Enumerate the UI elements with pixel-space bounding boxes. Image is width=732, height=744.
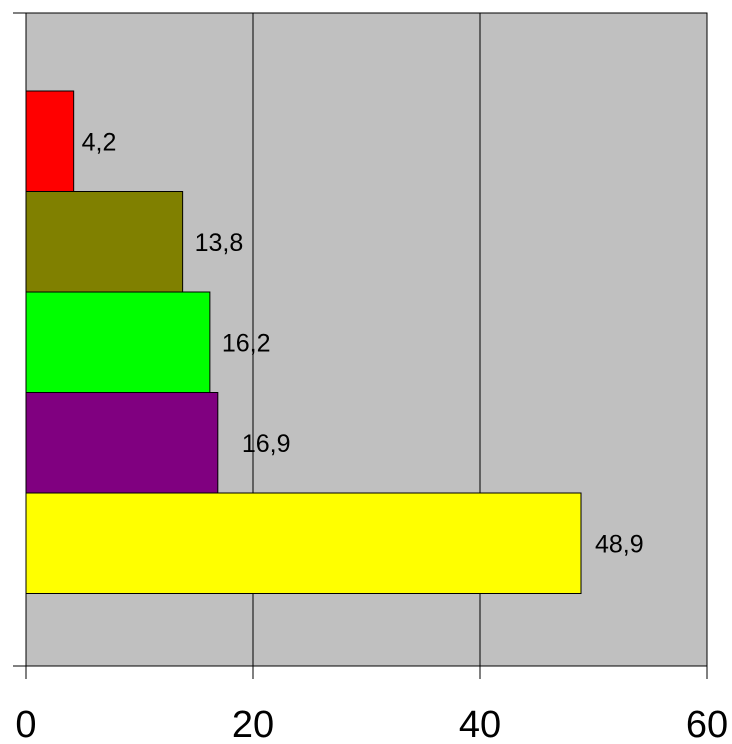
data-label-0: 48,9: [595, 530, 644, 558]
x-axis: 0 20 40 60: [13, 12, 728, 744]
bar-2: [25, 291, 211, 393]
bar-0: [25, 492, 582, 594]
bars: [25, 90, 582, 594]
x-tick-label-60: 60: [686, 704, 728, 744]
x-tick-label-40: 40: [459, 704, 501, 744]
x-tick-label-0: 0: [15, 704, 36, 744]
bar-1: [25, 392, 219, 494]
data-label-2: 16,2: [222, 329, 271, 357]
bar-4: [25, 90, 75, 192]
x-tick-label-20: 20: [232, 704, 274, 744]
data-label-4: 4,2: [82, 128, 117, 156]
data-label-3: 13,8: [195, 229, 244, 257]
data-labels: 48,9 16,9 16,2 13,8 4,2: [82, 128, 644, 558]
data-label-1: 16,9: [242, 430, 291, 458]
bar-3: [25, 191, 184, 293]
